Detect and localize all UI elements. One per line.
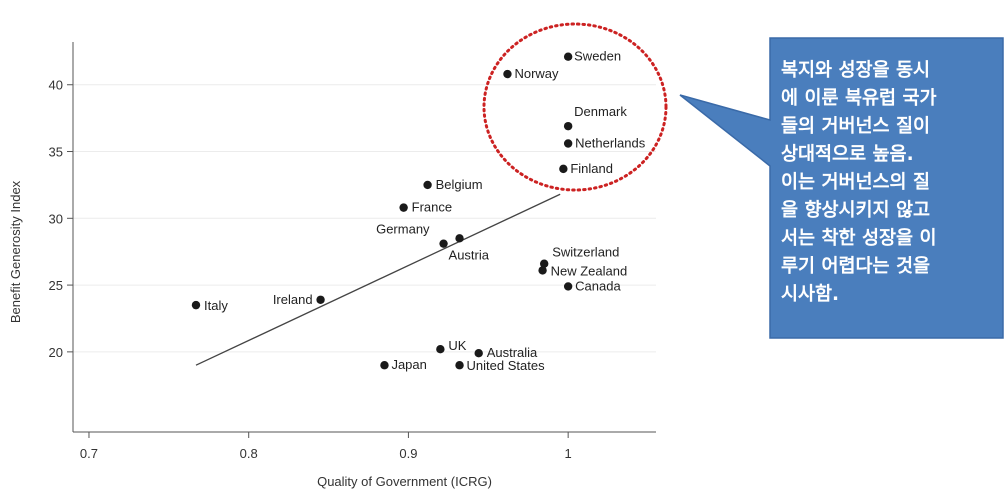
point-label: New Zealand — [551, 263, 628, 278]
fit-line — [195, 193, 561, 366]
y-axis-title: Benefit Generosity Index — [8, 180, 23, 323]
point-label: France — [412, 200, 452, 215]
point-label: Canada — [575, 278, 621, 293]
gridlines — [73, 84, 656, 353]
callout-text-line: 을 향상시키지 않고 — [781, 200, 930, 221]
data-point — [563, 282, 573, 291]
data-point — [439, 239, 448, 248]
data-point — [538, 266, 547, 275]
callout-text-line: 이는 거버넌스의 질 — [781, 172, 930, 193]
x-tick-label: 0.9 — [399, 446, 417, 461]
data-point — [380, 361, 389, 370]
axes: 20 25 30 35 40 0.7 0.8 0.9 1 — [49, 42, 656, 461]
point-label: Switzerland — [552, 245, 619, 260]
point-labels: Sweden Norway Denmark Netherlands Finland Bel… — [204, 49, 646, 374]
y-tick-label: 40 — [49, 78, 63, 93]
data-point — [559, 164, 568, 174]
callout-text-line: 복지와 성장을 동시 — [781, 60, 930, 81]
x-tick-label: 0.7 — [80, 446, 98, 461]
callout-text-line: 서는 착한 성장을 이 — [781, 228, 936, 249]
point-label: Norway — [514, 66, 559, 81]
data-point — [503, 69, 512, 79]
data-point — [455, 234, 464, 243]
point-label: Sweden — [574, 49, 621, 64]
data-point — [455, 361, 464, 370]
point-label: Japan — [391, 357, 426, 372]
point-label: Finland — [570, 161, 613, 176]
data-point — [563, 139, 573, 148]
data-point — [563, 121, 573, 131]
fit-line-group — [195, 193, 561, 366]
x-tick-label: 0.8 — [240, 446, 258, 461]
data-point — [563, 52, 573, 61]
point-label: Austria — [449, 247, 490, 262]
callout-text-line: 에 이룬 북유럽 국가 — [781, 88, 936, 109]
y-tick-label: 35 — [49, 145, 63, 160]
highlight-group — [482, 22, 668, 192]
point-label: Australia — [487, 345, 538, 360]
callout-text-line: 루기 어렵다는 것을 — [781, 256, 930, 277]
data-point — [191, 300, 201, 310]
point-label: Netherlands — [575, 136, 646, 151]
y-tick-label: 25 — [49, 278, 63, 293]
point-label: Denmark — [574, 104, 627, 119]
callout-text-line: 상대적으로 높음. — [781, 144, 914, 165]
data-points — [191, 52, 573, 370]
point-label: Italy — [204, 298, 228, 313]
y-tick-label: 30 — [49, 211, 63, 226]
data-point — [316, 295, 325, 304]
callout-text-line: 들의 거버넌스 질이 — [781, 116, 930, 137]
data-point — [539, 259, 549, 268]
data-point — [399, 203, 408, 212]
point-label: United States — [467, 358, 546, 373]
point-label: Belgium — [436, 177, 483, 192]
x-axis-title: Quality of Government (ICRG) — [317, 474, 492, 489]
data-point — [474, 348, 483, 358]
point-label: UK — [448, 338, 466, 353]
nordic-highlight-ellipse — [482, 22, 668, 192]
data-point — [423, 180, 432, 190]
x-tick-label: 1 — [565, 446, 572, 461]
data-point — [436, 344, 445, 354]
point-label: Ireland — [273, 292, 313, 307]
point-label: Germany — [376, 222, 430, 237]
callout-text-line: 시사함. — [781, 283, 839, 305]
y-tick-label: 20 — [49, 345, 63, 360]
callout-box — [679, 37, 1004, 339]
